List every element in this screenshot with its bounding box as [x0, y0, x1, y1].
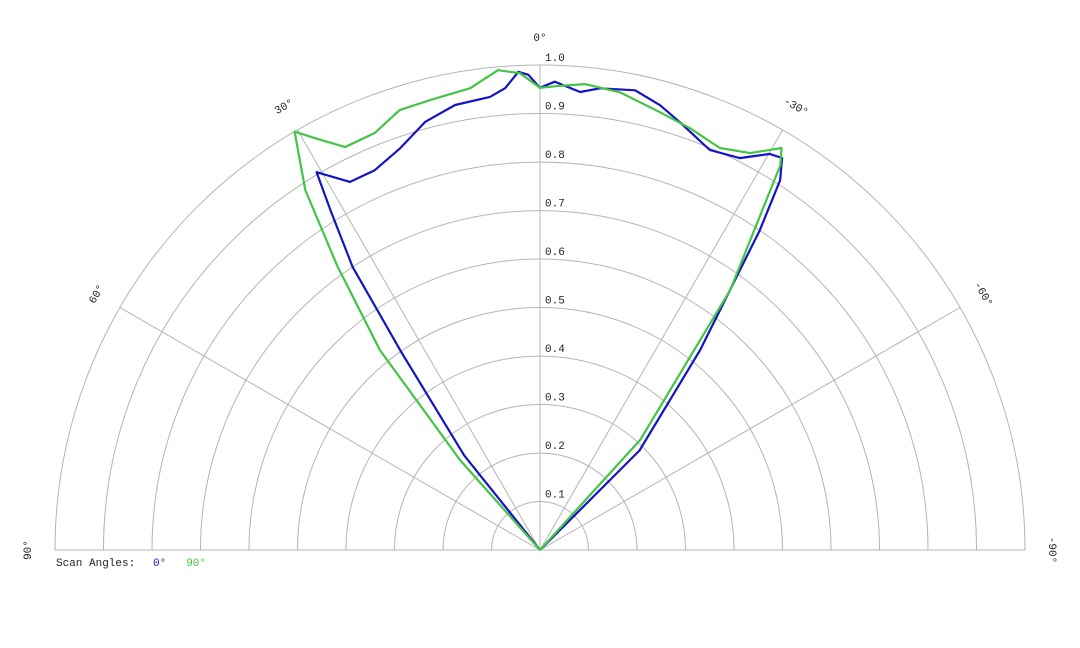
grid-spoke — [297, 129, 541, 551]
radial-tick-label: 0.1 — [545, 489, 565, 501]
radial-tick-label: 0.8 — [545, 150, 565, 162]
legend-title: Scan Angles: — [56, 558, 135, 570]
grid-spoke — [539, 129, 783, 551]
angle-label: -90° — [1045, 537, 1057, 563]
radial-tick-label: 1.0 — [545, 53, 565, 65]
radial-tick-label: 0.9 — [545, 101, 565, 113]
angle-label: 60° — [88, 283, 108, 306]
radial-tick-label: 0.4 — [545, 344, 565, 356]
series-line — [293, 69, 783, 551]
angle-label: 90° — [23, 540, 35, 560]
angle-label: 30° — [273, 98, 296, 118]
legend-entry: 0° — [153, 558, 166, 570]
radial-tick-label: 0.5 — [545, 295, 565, 307]
grid-spoke — [539, 307, 961, 551]
radial-tick-label: 0.3 — [545, 392, 565, 404]
angle-label: -30° — [781, 96, 810, 120]
radial-tick-label: 0.2 — [545, 441, 565, 453]
radial-tick-label: 0.7 — [545, 198, 565, 210]
angle-label: 0° — [533, 33, 546, 45]
grid-spoke — [119, 307, 541, 551]
angle-label: -60° — [971, 280, 995, 309]
legend-entry: 90° — [186, 558, 206, 570]
radial-tick-label: 0.6 — [545, 247, 565, 259]
